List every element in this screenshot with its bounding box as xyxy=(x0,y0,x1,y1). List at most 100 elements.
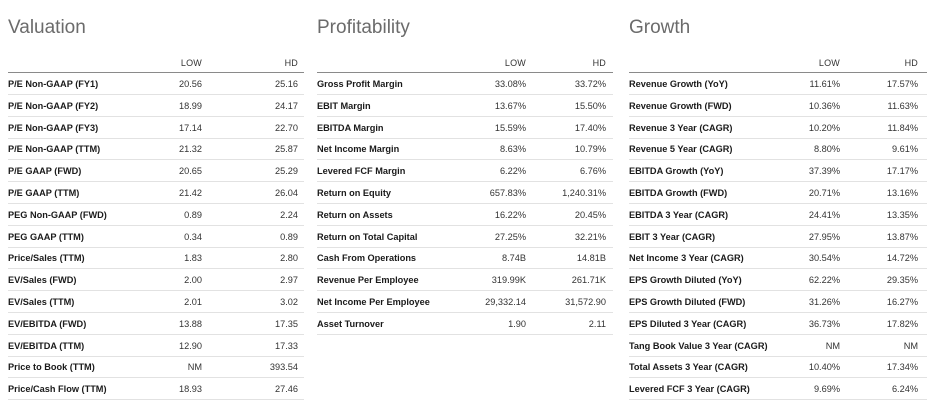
table-row: EBITDA 3 Year (CAGR) 24.41% 13.35% xyxy=(629,204,927,226)
table-row: Tang Book Value 3 Year (CAGR) NM NM xyxy=(629,335,927,357)
low-value: NM xyxy=(825,340,840,351)
low-value: 12.90 xyxy=(179,340,202,351)
hd-value: 25.16 xyxy=(275,79,298,89)
table-row: Return on Assets 16.22% 20.45% xyxy=(317,204,613,226)
table-row: Net Income Per Employee 29,332.14 31,572.9… xyxy=(317,291,613,313)
metric-label: Price/Cash Flow (TTM) xyxy=(8,384,107,395)
metric-label: Levered FCF Margin xyxy=(317,166,406,177)
table-row: EPS Diluted 3 Year (CAGR) 36.73% 17.82% xyxy=(629,313,927,335)
low-value: 1.83 xyxy=(184,253,202,264)
column-header-low: LOW xyxy=(180,58,202,68)
table-row: Revenue 5 Year (CAGR) 8.80% 9.61% xyxy=(629,138,927,161)
low-value: 20.56 xyxy=(179,79,202,89)
valuation-section: Valuation LOW HD P/E Non-GAAP (FY1) 20.56 25.… xyxy=(8,0,304,408)
hd-value: 14.81B xyxy=(576,253,606,264)
metric-label: EV/EBITDA (TTM) xyxy=(8,340,85,351)
table-row: Net Income 3 Year (CAGR) 30.54% 14.72% xyxy=(629,247,927,270)
table-row: Gross Profit Margin 33.08% 33.72% xyxy=(317,73,613,95)
metric-label: Net Income Margin xyxy=(317,144,400,155)
low-value: 8.80% xyxy=(813,144,840,155)
low-value: 10.20% xyxy=(808,122,840,133)
table-row: Price to Book (TTM) NM 393.54 xyxy=(8,356,304,379)
hd-value: 16.27% xyxy=(886,297,918,307)
low-value: 29,332.14 xyxy=(485,297,526,307)
hd-value: 11.84% xyxy=(887,122,918,133)
table-row: EPS Growth Diluted (FWD) 31.26% 16.27% xyxy=(629,291,927,313)
metric-label: Price/Sales (TTM) xyxy=(8,253,85,264)
hd-value: 20.45% xyxy=(574,209,606,220)
low-value: 24.41% xyxy=(808,209,840,220)
low-value: 27.95% xyxy=(808,231,840,242)
hd-value: 6.24% xyxy=(891,384,918,395)
low-value: 17.14 xyxy=(179,122,202,133)
metric-label: Cash From Operations xyxy=(317,253,417,264)
low-value: 2.01 xyxy=(184,297,202,307)
table-row: Revenue Growth (YoY) 11.61% 17.57% xyxy=(629,73,927,95)
low-value: 0.34 xyxy=(184,231,202,242)
table-row: P/E Non-GAAP (FY1) 20.56 25.16 xyxy=(8,73,304,95)
metric-label: P/E Non-GAAP (TTM) xyxy=(8,144,101,155)
column-header-low: LOW xyxy=(504,58,526,68)
hd-value: 14.72% xyxy=(886,253,918,264)
table-row: EV/Sales (FWD) 2.00 2.97 xyxy=(8,269,304,292)
hd-value: 27.46 xyxy=(275,384,298,395)
metric-label: Asset Turnover xyxy=(317,318,384,329)
hd-value: 13.35% xyxy=(886,209,918,220)
table-row: Total Assets 3 Year (CAGR) 10.40% 17.34% xyxy=(629,356,927,379)
table-row: PEG Non-GAAP (FWD) 0.89 2.24 xyxy=(8,204,304,226)
metric-label: Revenue Growth (FWD) xyxy=(629,100,732,111)
hd-value: 17.17% xyxy=(886,166,918,177)
hd-value: 29.35% xyxy=(886,275,918,286)
profitability-section: Profitability LOW HD Gross Profit Margin 33.… xyxy=(317,0,613,408)
hd-value: 22.70 xyxy=(275,122,298,133)
metric-label: Revenue Growth (YoY) xyxy=(629,79,728,89)
hd-value: 31,572.90 xyxy=(565,297,606,307)
table-row: EV/Sales (TTM) 2.01 3.02 xyxy=(8,291,304,313)
column-header-hd: HD xyxy=(284,58,298,68)
low-value: 27.25% xyxy=(494,231,526,242)
metric-label: Revenue 5 Year (CAGR) xyxy=(629,144,733,155)
low-value: 15.59% xyxy=(494,122,526,133)
low-value: 13.67% xyxy=(494,100,526,111)
low-value: 18.93 xyxy=(179,384,202,395)
table-row: Price/Cash Flow (TTM) 18.93 27.46 xyxy=(8,378,304,401)
metric-label: P/E GAAP (TTM) xyxy=(8,188,80,198)
metric-label: EPS Diluted 3 Year (CAGR) xyxy=(629,318,747,329)
metric-label: EBIT Margin xyxy=(317,100,371,111)
low-value: 10.36% xyxy=(808,100,840,111)
metric-label: Net Income Per Employee xyxy=(317,297,430,307)
low-value: 62.22% xyxy=(808,275,840,286)
low-value: 20.71% xyxy=(808,188,840,198)
low-value: NM xyxy=(187,362,202,373)
metric-label: EBIT 3 Year (CAGR) xyxy=(629,231,716,242)
metric-label: Net Income 3 Year (CAGR) xyxy=(629,253,744,264)
low-value: 319.99K xyxy=(491,275,526,286)
hd-value: 1,240.31% xyxy=(562,188,606,198)
metric-label: EBITDA Growth (YoY) xyxy=(629,166,724,177)
low-value: 9.69% xyxy=(813,384,840,395)
table-row: Return on Equity 657.83% 1,240.31% xyxy=(317,182,613,204)
metric-label: PEG GAAP (TTM) xyxy=(8,231,84,242)
hd-value: 25.87 xyxy=(275,144,298,155)
table-row: EBIT Margin 13.67% 15.50% xyxy=(317,95,613,117)
table-row: EBITDA Growth (YoY) 37.39% 17.17% xyxy=(629,160,927,183)
table-row: Revenue Per Employee 319.99K 261.71K xyxy=(317,269,613,292)
metric-label: PEG Non-GAAP (FWD) xyxy=(8,209,107,220)
hd-value: 9.61% xyxy=(891,144,918,155)
table-row: Return on Total Capital 27.25% 32.21% xyxy=(317,226,613,248)
hd-value: 6.76% xyxy=(579,166,606,177)
metric-label: EV/Sales (FWD) xyxy=(8,275,77,286)
metric-label: P/E Non-GAAP (FY2) xyxy=(8,100,99,111)
low-value: 1.90 xyxy=(508,318,526,329)
hd-value: 11.63% xyxy=(887,100,918,111)
table-row: P/E GAAP (TTM) 21.42 26.04 xyxy=(8,182,304,204)
hd-value: 25.29 xyxy=(275,166,298,177)
hd-value: 26.04 xyxy=(275,188,298,198)
metric-label: EV/EBITDA (FWD) xyxy=(8,318,87,329)
table-row: EV/EBITDA (FWD) 13.88 17.35 xyxy=(8,313,304,335)
table-row: EBITDA Margin 15.59% 17.40% xyxy=(317,117,613,139)
column-header-hd: HD xyxy=(592,58,606,68)
growth-title: Growth xyxy=(629,17,691,38)
hd-value: 10.79% xyxy=(574,144,606,155)
table-row: EBITDA Growth (FWD) 20.71% 13.16% xyxy=(629,182,927,204)
